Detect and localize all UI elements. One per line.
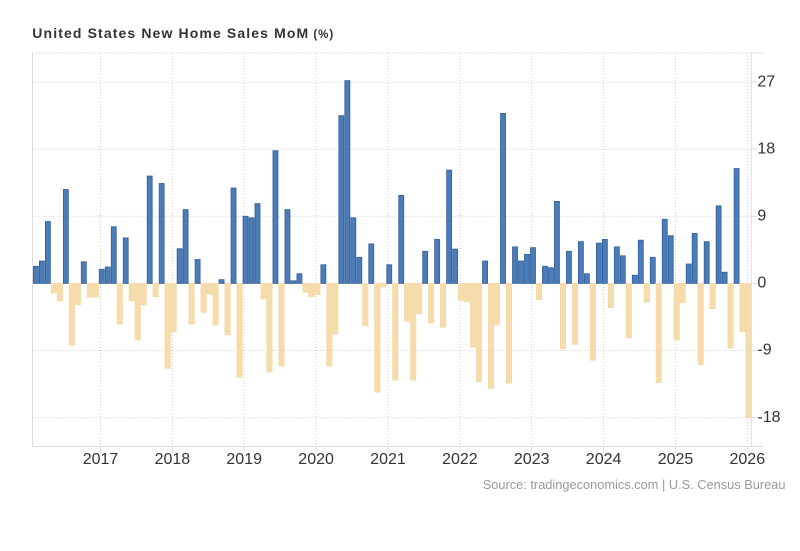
svg-text:-9: -9 (757, 342, 771, 359)
svg-text:2020: 2020 (298, 451, 334, 468)
svg-text:0: 0 (757, 275, 766, 292)
svg-text:2019: 2019 (226, 451, 262, 468)
svg-text:2024: 2024 (586, 451, 622, 468)
svg-text:2018: 2018 (155, 451, 191, 468)
svg-text:9: 9 (757, 208, 766, 225)
svg-text:2021: 2021 (370, 451, 406, 468)
svg-text:27: 27 (757, 73, 775, 90)
svg-text:2022: 2022 (442, 451, 478, 468)
svg-text:2026: 2026 (730, 451, 766, 468)
svg-text:18: 18 (757, 140, 775, 157)
svg-text:2017: 2017 (83, 451, 119, 468)
svg-text:2025: 2025 (658, 451, 694, 468)
svg-text:-18: -18 (757, 409, 780, 426)
svg-text:United States New Home Sales M: United States New Home Sales MoM (%) (32, 25, 334, 41)
svg-text:2023: 2023 (514, 451, 550, 468)
svg-text:Source: tradingeconomics.com |: Source: tradingeconomics.com | U.S. Cens… (483, 477, 786, 492)
